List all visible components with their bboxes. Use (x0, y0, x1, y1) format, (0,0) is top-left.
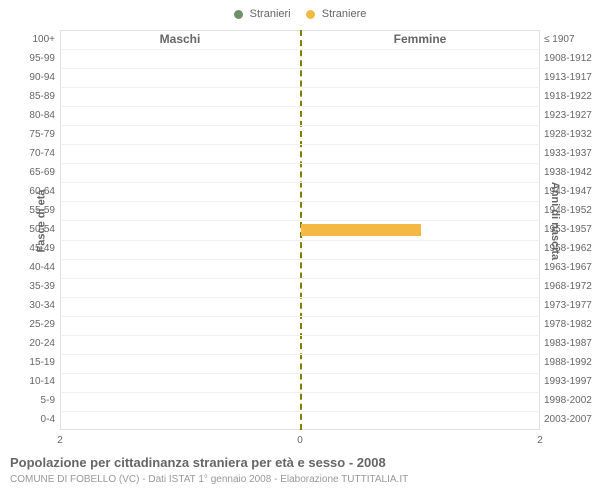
gridline (60, 373, 540, 374)
y-tick-year: 1983-1987 (544, 339, 600, 349)
population-pyramid-chart: Stranieri Straniere Maschi Femmine Fasce… (0, 0, 600, 500)
y-tick-age: 15-19 (0, 358, 55, 368)
gridline (60, 182, 540, 183)
legend-item-male: Stranieri (234, 8, 291, 20)
y-tick-year: 1948-1952 (544, 206, 600, 216)
gridline (60, 106, 540, 107)
gridline (60, 354, 540, 355)
y-tick-year: 1978-1982 (544, 320, 600, 330)
y-tick-age: 80-84 (0, 111, 55, 121)
chart-title: Popolazione per cittadinanza straniera p… (10, 455, 386, 470)
y-tick-year: 1913-1917 (544, 73, 600, 83)
y-tick-age: 95-99 (0, 54, 55, 64)
legend: Stranieri Straniere (0, 8, 600, 20)
gridline (60, 68, 540, 69)
y-tick-age: 45-49 (0, 244, 55, 254)
y-tick-year: 1923-1927 (544, 111, 600, 121)
y-tick-age: 10-14 (0, 377, 55, 387)
gridline (60, 87, 540, 88)
y-tick-age: 65-69 (0, 168, 55, 178)
y-tick-year: 1908-1912 (544, 54, 600, 64)
y-tick-year: 1953-1957 (544, 225, 600, 235)
legend-dot-female (306, 10, 315, 19)
y-tick-year: 2003-2007 (544, 415, 600, 425)
gridline (60, 201, 540, 202)
gridline (60, 411, 540, 412)
y-tick-age: 90-94 (0, 73, 55, 83)
legend-dot-male (234, 10, 243, 19)
gridline (60, 220, 540, 221)
y-tick-year: 1938-1942 (544, 168, 600, 178)
legend-label-male: Stranieri (250, 8, 291, 20)
y-tick-age: 50-54 (0, 225, 55, 235)
y-tick-age: 30-34 (0, 301, 55, 311)
x-tick: 2 (57, 435, 63, 446)
gridline (60, 278, 540, 279)
y-tick-age: 40-44 (0, 263, 55, 273)
y-tick-year: 1958-1962 (544, 244, 600, 254)
y-tick-year: ≤ 1907 (544, 35, 600, 45)
gridline (60, 392, 540, 393)
y-tick-year: 1943-1947 (544, 187, 600, 197)
gridline (60, 49, 540, 50)
legend-item-female: Straniere (306, 8, 367, 20)
y-tick-year: 1933-1937 (544, 149, 600, 159)
y-tick-year: 1973-1977 (544, 301, 600, 311)
y-tick-year: 1988-1992 (544, 358, 600, 368)
chart-subtitle: COMUNE DI FOBELLO (VC) - Dati ISTAT 1° g… (10, 474, 408, 485)
y-tick-age: 35-39 (0, 282, 55, 292)
y-tick-year: 1928-1932 (544, 130, 600, 140)
gridline (60, 240, 540, 241)
x-tick: 2 (537, 435, 543, 446)
gridline (60, 335, 540, 336)
y-tick-age: 100+ (0, 35, 55, 45)
y-tick-age: 75-79 (0, 130, 55, 140)
gridline (60, 316, 540, 317)
y-tick-age: 60-64 (0, 187, 55, 197)
y-tick-year: 1963-1967 (544, 263, 600, 273)
y-tick-year: 1993-1997 (544, 377, 600, 387)
x-tick: 0 (297, 435, 303, 446)
y-tick-age: 70-74 (0, 149, 55, 159)
gridline (60, 144, 540, 145)
y-tick-age: 0-4 (0, 415, 55, 425)
y-tick-year: 1918-1922 (544, 92, 600, 102)
y-tick-age: 20-24 (0, 339, 55, 349)
y-tick-year: 1968-1972 (544, 282, 600, 292)
y-tick-age: 55-59 (0, 206, 55, 216)
y-tick-age: 5-9 (0, 396, 55, 406)
gridline (60, 163, 540, 164)
gridline (60, 125, 540, 126)
legend-label-female: Straniere (322, 8, 367, 20)
gridline (60, 259, 540, 260)
bar-female-50-54 (301, 224, 421, 236)
gridline (60, 297, 540, 298)
y-tick-age: 85-89 (0, 92, 55, 102)
y-tick-year: 1998-2002 (544, 396, 600, 406)
y-tick-age: 25-29 (0, 320, 55, 330)
